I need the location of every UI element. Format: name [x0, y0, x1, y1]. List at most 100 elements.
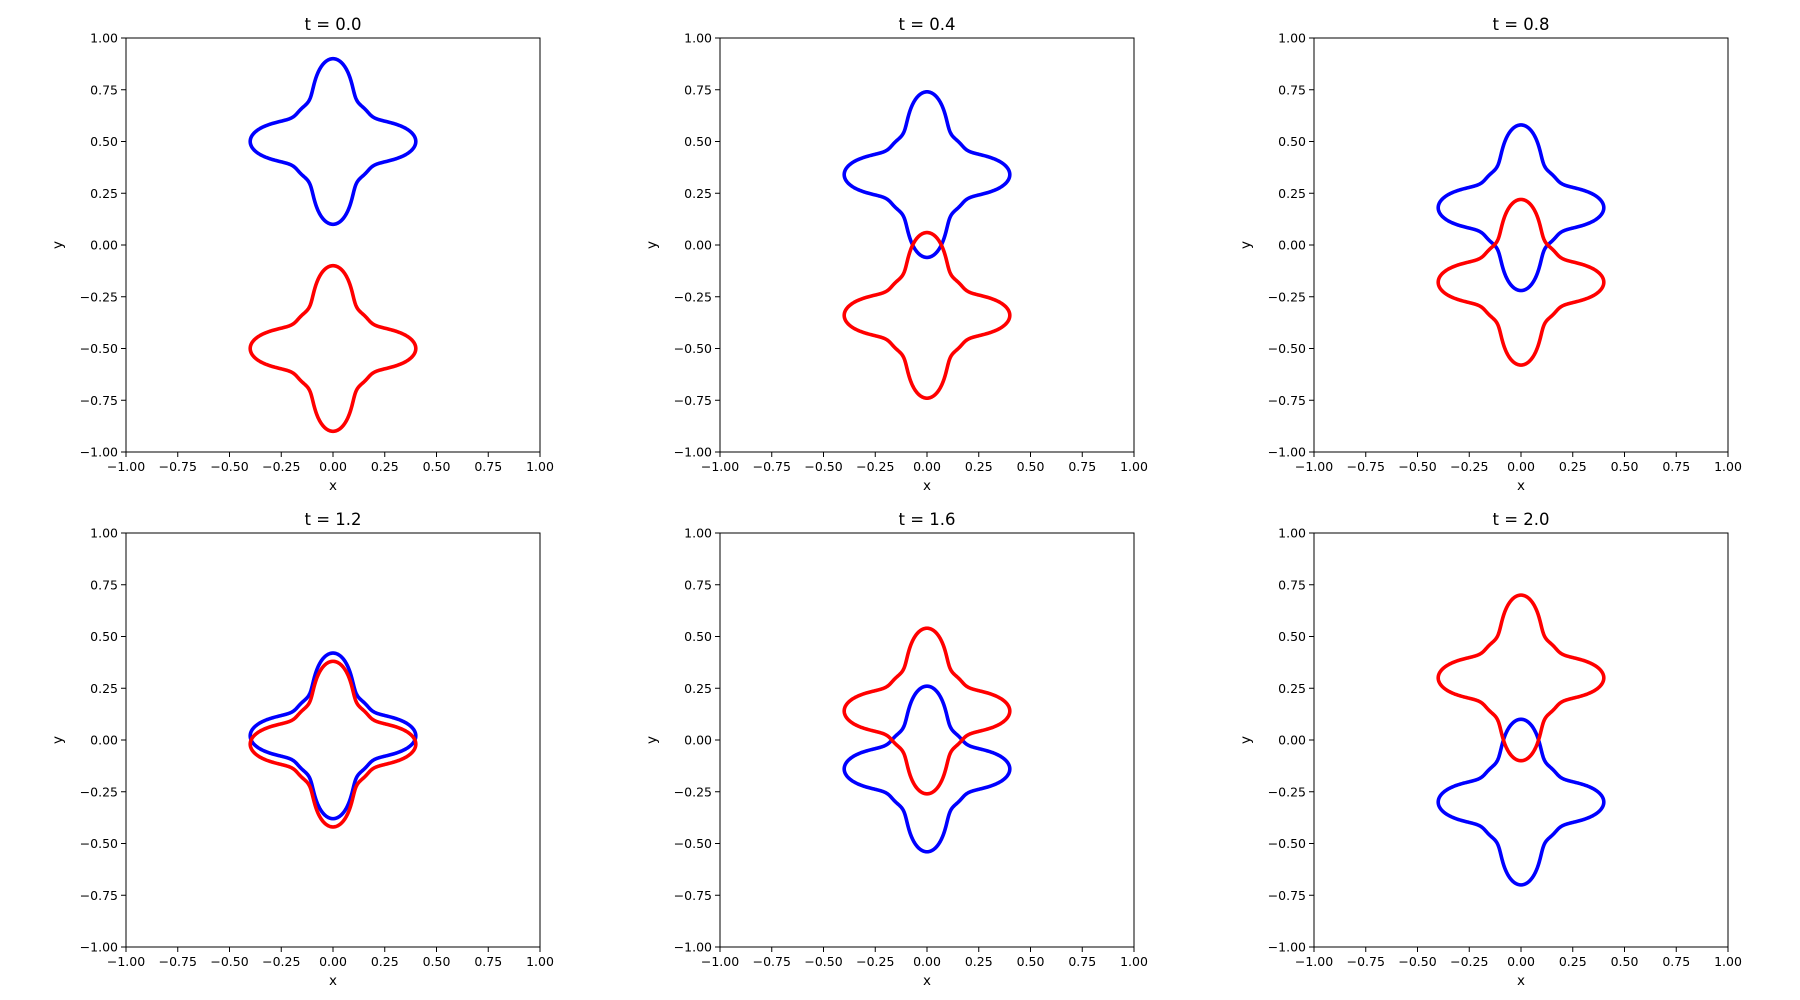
y-tick-label: 1.00: [90, 526, 118, 541]
panel-3: −1.00 −0.75 −0.50 −0.25 0.00 0.25 0.50 0.75 1.00…: [1238, 15, 1742, 494]
y-tick-label: 0.00: [684, 238, 712, 253]
blue-contour: [248, 651, 418, 821]
x-tick-label: −1.00: [107, 459, 145, 474]
x-tick-label: −0.50: [804, 459, 842, 474]
x-tick-label: −0.75: [159, 459, 197, 474]
y-tick-label: 0.50: [90, 629, 118, 644]
y-tick-label: −1.00: [1268, 940, 1306, 955]
y-tick-label: 0.75: [1278, 577, 1306, 592]
y-tick-label: 0.25: [684, 681, 712, 696]
plot-area: [720, 533, 1134, 947]
y-tick-label: −0.25: [80, 289, 118, 304]
x-tick-label: 1.00: [526, 459, 554, 474]
x-tick-label: −1.00: [1295, 459, 1333, 474]
y-tick-label: −0.75: [674, 393, 712, 408]
y-tick-label: 0.00: [90, 238, 118, 253]
curves: [1436, 123, 1606, 367]
y-tick-label: 0.00: [1278, 733, 1306, 748]
x-tick-label: 0.50: [423, 954, 451, 969]
x-tick-label: −0.25: [262, 954, 300, 969]
x-tick-label: 1.00: [1120, 459, 1148, 474]
y-axis-label: y: [50, 241, 66, 249]
curves: [1436, 593, 1606, 887]
y-tick-label: −0.75: [1268, 888, 1306, 903]
panel-title: t = 1.2: [304, 510, 361, 529]
x-tick-label: 1.00: [1120, 954, 1148, 969]
y-axis-label: y: [1238, 241, 1254, 249]
y-tick-label: −0.25: [1268, 289, 1306, 304]
x-axis-label: x: [1517, 973, 1525, 989]
plot-area: [1314, 38, 1728, 452]
y-tick-label: 1.00: [684, 526, 712, 541]
plot-area: [126, 533, 540, 947]
y-tick-label: 0.25: [684, 186, 712, 201]
y-tick-label: −0.25: [1268, 784, 1306, 799]
panel-1: −1.00 −0.75 −0.50 −0.25 0.00 0.25 0.50 0.75 1.00…: [50, 15, 554, 494]
y-tick-label: −0.25: [674, 289, 712, 304]
x-tick-label: 0.00: [319, 954, 347, 969]
plot-area: [720, 38, 1134, 452]
curves: [842, 90, 1012, 400]
x-tick-label: 0.25: [371, 459, 399, 474]
red-contour: [842, 230, 1012, 400]
blue-contour: [248, 56, 418, 227]
plot-area: [1314, 533, 1728, 947]
y-tick-label: −0.50: [674, 341, 712, 356]
x-tick-label: 0.50: [423, 459, 451, 474]
x-tick-label: −0.25: [1450, 459, 1488, 474]
y-axis-label: y: [1238, 736, 1254, 744]
x-tick-label: 1.00: [1714, 459, 1742, 474]
curves: [248, 56, 418, 434]
y-tick-label: −0.75: [80, 393, 118, 408]
red-contour: [248, 659, 418, 829]
y-tick-label: 0.50: [90, 134, 118, 149]
x-tick-label: 0.75: [1662, 954, 1690, 969]
x-tick-label: 0.00: [319, 459, 347, 474]
x-axis-label: x: [329, 973, 337, 989]
x-tick-label: 0.25: [965, 459, 993, 474]
y-tick-label: −1.00: [80, 940, 118, 955]
x-tick-label: −0.50: [1398, 459, 1436, 474]
x-tick-label: −0.25: [262, 459, 300, 474]
y-tick-label: 0.75: [90, 577, 118, 592]
y-tick-label: −0.25: [674, 784, 712, 799]
y-tick-label: 0.75: [684, 577, 712, 592]
y-tick-label: −0.50: [80, 836, 118, 851]
y-tick-label: 0.50: [684, 134, 712, 149]
x-tick-label: −0.75: [753, 954, 791, 969]
panel-4: −1.00 −0.75 −0.50 −0.25 0.00 0.25 0.50 0.75 1.00…: [50, 510, 554, 989]
y-tick-label: −0.50: [1268, 836, 1306, 851]
x-tick-label: −0.75: [753, 459, 791, 474]
curves: [248, 651, 418, 829]
x-tick-label: 0.00: [1507, 459, 1535, 474]
x-tick-label: 0.00: [913, 954, 941, 969]
panel-title: t = 0.8: [1492, 15, 1549, 34]
x-tick-label: −1.00: [701, 954, 739, 969]
x-tick-label: 0.75: [474, 459, 502, 474]
panel-title: t = 1.6: [898, 510, 955, 529]
y-tick-label: 0.75: [1278, 82, 1306, 97]
y-tick-label: 0.75: [684, 82, 712, 97]
y-tick-label: −0.75: [1268, 393, 1306, 408]
x-tick-label: −0.75: [1347, 459, 1385, 474]
y-tick-label: −1.00: [674, 940, 712, 955]
x-tick-label: 0.75: [1068, 954, 1096, 969]
y-tick-label: −1.00: [1268, 445, 1306, 460]
y-tick-label: −0.50: [80, 341, 118, 356]
x-axis-label: x: [329, 478, 337, 494]
y-tick-label: −1.00: [674, 445, 712, 460]
x-tick-label: −0.75: [159, 954, 197, 969]
y-tick-label: 0.25: [1278, 186, 1306, 201]
y-tick-label: 0.00: [90, 733, 118, 748]
x-tick-label: −0.25: [1450, 954, 1488, 969]
x-tick-label: −0.50: [804, 954, 842, 969]
x-tick-label: 0.25: [1559, 459, 1587, 474]
x-tick-label: 0.75: [474, 954, 502, 969]
x-tick-label: 1.00: [1714, 954, 1742, 969]
x-axis-label: x: [923, 973, 931, 989]
y-axis-label: y: [644, 241, 660, 249]
panel-5: −1.00 −0.75 −0.50 −0.25 0.00 0.25 0.50 0.75 1.00…: [644, 510, 1148, 989]
red-contour: [248, 263, 418, 434]
x-tick-label: 0.00: [1507, 954, 1535, 969]
